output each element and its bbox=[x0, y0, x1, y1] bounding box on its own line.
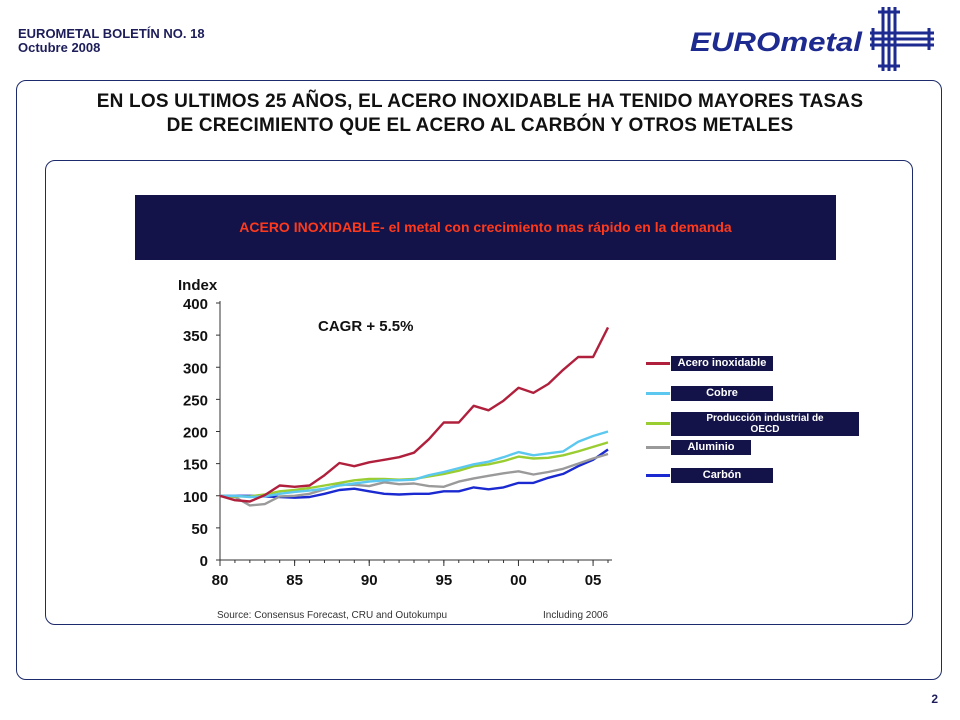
x-tick-label: 90 bbox=[361, 572, 378, 589]
y-tick-label: 50 bbox=[191, 521, 208, 538]
legend-label: Carbón bbox=[671, 468, 773, 483]
legend-swatch bbox=[646, 362, 670, 365]
chart-axes: 0 50 100 150 200 250 300 350 400 80 85 90 95 00 05 bbox=[183, 296, 612, 589]
y-tick-label: 350 bbox=[183, 328, 208, 345]
series-line bbox=[219, 441, 609, 498]
legend-swatch bbox=[646, 392, 670, 395]
chart-note: Including 2006 bbox=[543, 610, 608, 621]
x-tick-label: 80 bbox=[212, 572, 229, 589]
cagr-annotation: CAGR + 5.5% bbox=[318, 318, 413, 335]
x-tick-label: 00 bbox=[510, 572, 527, 589]
slide-frame bbox=[16, 80, 942, 680]
x-tick-label: 05 bbox=[585, 572, 602, 589]
series-line bbox=[219, 326, 610, 503]
series-line bbox=[220, 430, 609, 499]
y-tick-label: 400 bbox=[183, 296, 208, 313]
y-tick-label: 250 bbox=[183, 392, 208, 409]
eurometal-logo: EUROmetal bbox=[690, 7, 934, 71]
logo-wordmark: EUROmetal bbox=[690, 27, 863, 57]
newsletter-title: EUROMETAL BOLETÍN NO. 18 bbox=[18, 26, 205, 41]
legend-swatch bbox=[646, 474, 670, 477]
growth-chart: Index CAGR + 5.5% 0501001502002503003504… bbox=[178, 277, 612, 621]
legend-label: Acero inoxidable bbox=[671, 356, 773, 371]
y-tick-label: 300 bbox=[183, 360, 208, 377]
heading-line-1: EN LOS ULTIMOS 25 AÑOS, EL ACERO INOXIDA… bbox=[96, 91, 864, 112]
legend-label: Aluminio bbox=[671, 440, 751, 455]
y-tick-label: 100 bbox=[183, 489, 208, 506]
heading-line-2: DE CRECIMIENTO QUE EL ACERO AL CARBÓN Y … bbox=[166, 115, 794, 136]
page-number: 2 bbox=[931, 692, 938, 706]
chart-banner: ACERO INOXIDABLE- el metal con crecimien… bbox=[135, 195, 836, 260]
newsletter-date: Octubre 2008 bbox=[18, 40, 101, 55]
y-axis-label: Index bbox=[178, 277, 218, 294]
y-tick-label: 150 bbox=[183, 457, 208, 474]
x-tick-label: 95 bbox=[436, 572, 453, 589]
main-heading: EN LOS ULTIMOS 25 AÑOS, EL ACERO INOXIDA… bbox=[40, 90, 920, 138]
chart-series bbox=[219, 326, 610, 507]
chart-source: Source: Consensus Forecast, CRU and Outo… bbox=[217, 610, 447, 621]
legend-swatch bbox=[646, 422, 670, 425]
banner-text: ACERO INOXIDABLE- el metal con crecimien… bbox=[239, 219, 732, 235]
x-tick-label: 85 bbox=[286, 572, 303, 589]
newsletter-header: EUROMETAL BOLETÍN NO. 18 Octubre 2008 bbox=[18, 27, 205, 55]
y-tick-label: 0 bbox=[200, 553, 208, 570]
legend-label: Cobre bbox=[671, 386, 773, 401]
legend-label: Producción industrial de OECD bbox=[671, 412, 859, 436]
chart-frame bbox=[45, 160, 913, 625]
y-tick-label: 200 bbox=[183, 425, 208, 442]
legend-swatch bbox=[646, 446, 670, 449]
series-line bbox=[219, 452, 609, 507]
